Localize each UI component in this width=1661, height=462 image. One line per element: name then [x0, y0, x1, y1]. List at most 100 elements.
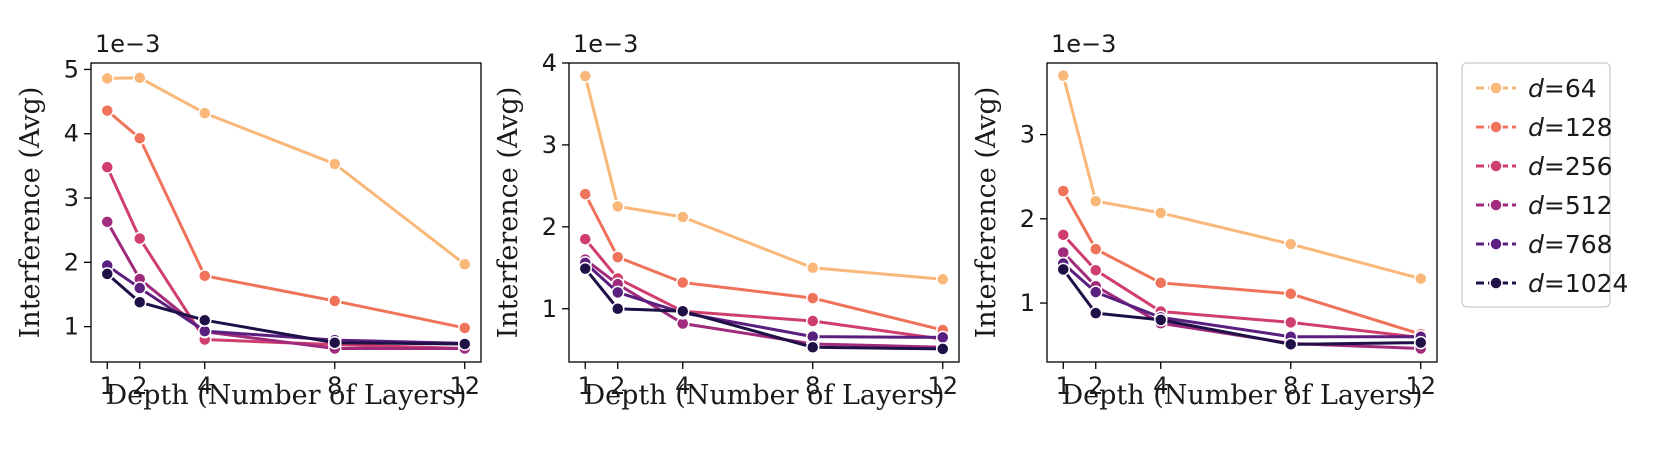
data-point — [133, 131, 147, 145]
data-point — [100, 215, 114, 229]
x-axis-label: Depth (Number of Layers) — [105, 380, 466, 411]
series-line — [106, 264, 465, 345]
legend: d=64 d=128 d=256 d=512 d=768 d=1024 — [1461, 62, 1628, 308]
series-d-128 — [100, 103, 472, 335]
y-axis-label: Interference (Avg) — [15, 87, 46, 339]
series-d-64 — [578, 69, 950, 287]
series-d-256 — [1056, 228, 1428, 345]
y-scale-offset-label: 1e−3 — [573, 30, 638, 58]
data-point — [100, 103, 114, 118]
legend-marker — [1489, 81, 1503, 95]
legend-label: d=1024 — [1528, 269, 1628, 298]
x-tick-label: 12 — [449, 372, 480, 400]
legend-marker — [1489, 159, 1503, 173]
data-point — [611, 302, 625, 316]
y-tick-label: 3 — [64, 184, 79, 212]
data-point — [578, 69, 592, 83]
data-point — [458, 337, 472, 351]
y-tick-label: 2 — [64, 248, 79, 276]
legend-marker — [1489, 237, 1503, 251]
data-point — [133, 71, 147, 85]
legend-marker — [1489, 276, 1503, 290]
data-point — [611, 285, 625, 300]
y-tick-label: 1 — [542, 295, 557, 323]
legend-item: d=1024 — [1476, 269, 1628, 298]
series-d-64 — [1056, 68, 1428, 286]
series-d-256 — [100, 160, 472, 356]
data-point — [1284, 337, 1298, 352]
series-line — [105, 166, 465, 350]
x-tick-label: 8 — [327, 372, 342, 400]
y-tick-label: 3 — [1020, 121, 1035, 149]
data-point — [1154, 276, 1168, 290]
data-point — [578, 261, 592, 276]
x-tick-label: 4 — [197, 372, 212, 400]
series-line — [1062, 233, 1421, 340]
data-point — [1089, 242, 1103, 256]
x-axis-label: Depth (Number of Layers) — [1061, 380, 1422, 411]
series-line — [1061, 75, 1422, 281]
series-line — [1062, 262, 1421, 339]
x-tick-label: 8 — [1283, 372, 1298, 400]
series-line — [106, 272, 465, 346]
y-tick-label: 1 — [1020, 289, 1035, 317]
data-point — [100, 160, 114, 174]
data-point — [936, 272, 950, 287]
y-axis-label: Interference (Avg) — [971, 87, 1002, 339]
x-tick-label: 1 — [1056, 372, 1071, 400]
x-tick-label: 2 — [610, 372, 625, 400]
series-d-768 — [578, 256, 950, 345]
series-d-1024 — [1056, 262, 1428, 352]
data-point — [1284, 237, 1298, 251]
legend-label: d=512 — [1528, 191, 1613, 220]
y-tick-label: 2 — [542, 213, 557, 241]
legend-label: d=256 — [1528, 152, 1613, 181]
data-point — [578, 187, 592, 201]
x-tick-label: 2 — [132, 372, 147, 400]
series-line — [105, 221, 465, 350]
x-tick-label: 1 — [100, 372, 115, 400]
data-point — [100, 267, 114, 281]
data-point — [133, 231, 147, 246]
data-point — [1414, 271, 1428, 286]
data-point — [1089, 194, 1103, 208]
data-point — [328, 294, 342, 308]
legend-item: d=768 — [1476, 230, 1613, 259]
data-point — [1154, 206, 1168, 220]
series-line — [107, 76, 466, 266]
series-d-512 — [1056, 245, 1428, 356]
data-point — [936, 342, 950, 356]
data-point — [1056, 68, 1070, 83]
data-point — [458, 321, 472, 335]
data-point — [936, 330, 950, 345]
series-d-768 — [100, 258, 472, 351]
data-point — [806, 340, 820, 355]
series-line — [584, 238, 943, 341]
legend-marker — [1489, 198, 1503, 212]
data-point — [676, 275, 690, 290]
plot-frame — [1046, 62, 1438, 363]
data-point — [1154, 313, 1168, 327]
data-point — [133, 281, 147, 295]
series-d-1024 — [100, 267, 472, 351]
data-point — [198, 269, 212, 283]
data-point — [198, 106, 212, 120]
y-tick-label: 5 — [64, 55, 79, 83]
y-scale-offset-label: 1e−3 — [95, 30, 160, 58]
data-point — [1056, 184, 1070, 198]
legend-item: d=128 — [1476, 113, 1613, 142]
legend-label: d=128 — [1528, 113, 1613, 142]
data-point — [806, 291, 820, 305]
data-point — [676, 304, 690, 318]
y-scale-offset-label: 1e−3 — [1051, 30, 1116, 58]
series-d-1024 — [578, 261, 950, 356]
legend-label: d=64 — [1528, 74, 1597, 103]
x-tick-label: 4 — [1153, 372, 1168, 400]
series-d-768 — [1056, 256, 1428, 344]
data-point — [1056, 262, 1070, 277]
legend-item: d=256 — [1476, 152, 1613, 181]
data-point — [133, 295, 147, 309]
y-tick-label: 4 — [542, 49, 557, 77]
